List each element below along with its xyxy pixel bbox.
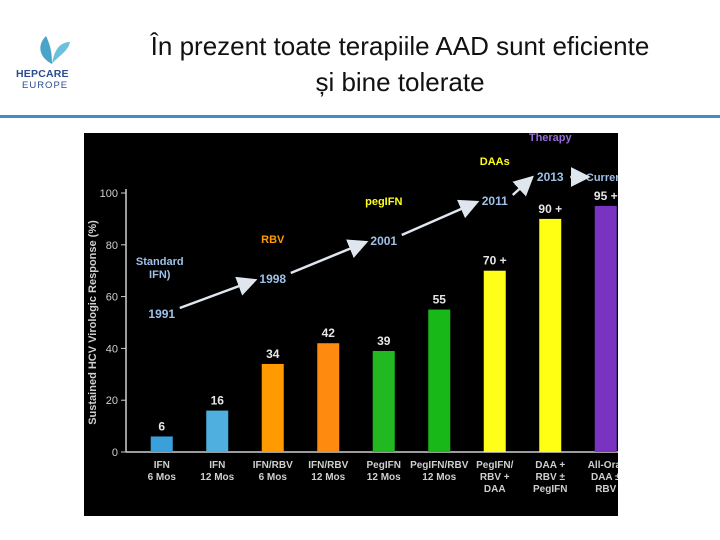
era-year-2: 1998 — [259, 272, 286, 286]
category-label-8-line-3: PegIFN — [533, 484, 567, 495]
bar-value-label-7: 70 + — [483, 254, 507, 268]
era-label-4-line-1: DAAs — [480, 156, 510, 168]
era-label-2-line-1: RBV — [261, 234, 285, 246]
y-axis-label: Sustained HCV Virologic Response (%) — [87, 220, 99, 425]
bar-value-label-5: 39 — [377, 334, 391, 348]
category-label-2-line-2: 12 Mos — [200, 472, 234, 483]
era-arrow-2 — [290, 239, 369, 275]
era-arrow-1 — [179, 276, 258, 310]
bar-value-label-3: 34 — [266, 347, 280, 361]
title-divider — [0, 115, 720, 118]
y-tick-label-40: 40 — [106, 343, 118, 355]
era-label-1-line-2: IFN) — [149, 269, 171, 281]
bar-1 — [150, 436, 173, 452]
category-label-7-line-2: RBV + — [480, 472, 510, 483]
era-year-4: 2011 — [482, 194, 508, 208]
hepcare-logo: HEPCARE EUROPE — [10, 30, 90, 94]
category-label-9-line-3: RBV — [595, 484, 616, 495]
y-tick-label-60: 60 — [106, 292, 118, 304]
svr-bar-chart: Sustained HCV Virologic Response (%) 0 20 4… — [84, 133, 618, 516]
era-label-1-line-1: Standard — [136, 256, 184, 268]
butterfly-leaf-icon — [40, 36, 70, 64]
bar-value-label-9: 95 + — [594, 189, 618, 203]
bar-3 — [261, 363, 284, 452]
era-year-3: 2001 — [370, 234, 397, 248]
bar-value-label-4: 42 — [322, 326, 336, 340]
bar-8 — [539, 218, 562, 452]
chart-canvas: Sustained HCV Virologic Response (%) 0 20 4… — [87, 133, 618, 495]
era-arrow-4 — [511, 175, 534, 197]
bar-4 — [317, 343, 340, 452]
logo-text-hepcare: HEPCARE — [16, 68, 69, 80]
era-year-5: 2013 — [537, 170, 564, 184]
bar-2 — [206, 410, 229, 452]
era-year-1: 1991 — [148, 307, 175, 321]
bar-value-label-8: 90 + — [538, 202, 562, 216]
category-label-8-line-1: DAA + — [535, 460, 565, 471]
y-tick-label-100: 100 — [100, 188, 118, 200]
category-label-9-line-1: All-Oral — [588, 460, 618, 471]
y-tick-label-0: 0 — [112, 447, 118, 459]
category-label-7-line-3: DAA — [484, 484, 506, 495]
category-label-6-line-2: 12 Mos — [422, 472, 456, 483]
category-label-2-line-1: IFN — [209, 460, 225, 471]
bar-9 — [594, 205, 617, 452]
y-tick-label-80: 80 — [106, 240, 118, 252]
category-label-6-line-1: PegIFN/RBV — [410, 460, 469, 471]
logo-text-europe: EUROPE — [22, 80, 69, 91]
category-label-3-line-1: IFN/RBV — [253, 460, 293, 471]
era-label-5-line-2: Therapy — [529, 133, 573, 144]
category-label-5-line-1: PegIFN — [367, 460, 401, 471]
bar-value-label-6: 55 — [433, 293, 447, 307]
y-tick-label-20: 20 — [106, 395, 118, 407]
era-note-current: Current — [586, 172, 618, 184]
bar-5 — [372, 350, 395, 452]
slide-title-line2: și bine tolerate — [315, 67, 485, 97]
era-arrow-3 — [401, 199, 480, 237]
bar-6 — [428, 309, 451, 452]
category-label-9-line-2: DAA ± — [591, 472, 618, 483]
category-label-3-line-2: 6 Mos — [259, 472, 288, 483]
category-label-5-line-2: 12 Mos — [367, 472, 401, 483]
category-label-1-line-2: 6 Mos — [148, 472, 177, 483]
slide-title-line1: În prezent toate terapiile AAD sunt efic… — [150, 31, 650, 61]
category-label-7-line-1: PegIFN/ — [476, 460, 513, 471]
slide-title: În prezent toate terapiile AAD sunt efic… — [90, 28, 710, 100]
category-label-1-line-1: IFN — [154, 460, 170, 471]
bar-value-label-2: 16 — [211, 394, 225, 408]
category-label-4-line-2: 12 Mos — [311, 472, 345, 483]
category-label-8-line-2: RBV ± — [536, 472, 566, 483]
era-label-3-line-1: pegIFN — [365, 196, 402, 208]
bar-7 — [483, 270, 506, 452]
category-label-4-line-1: IFN/RBV — [308, 460, 348, 471]
bar-value-label-1: 6 — [158, 419, 165, 433]
